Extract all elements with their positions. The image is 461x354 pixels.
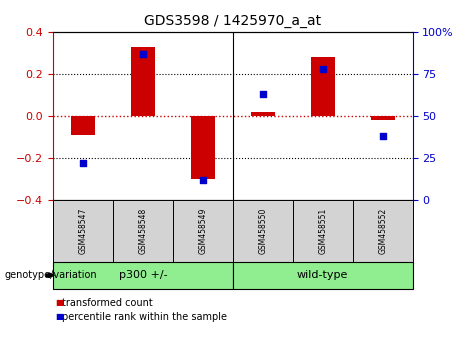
- Point: [379, 133, 386, 139]
- Text: GSM458549: GSM458549: [198, 208, 207, 254]
- Point: [259, 91, 266, 97]
- Text: GSM458552: GSM458552: [378, 208, 387, 254]
- Point: [79, 160, 87, 166]
- Bar: [71, 116, 95, 135]
- Text: ■: ■: [55, 298, 63, 307]
- Text: ■: ■: [55, 312, 63, 321]
- Point: [199, 177, 207, 183]
- Text: GSM458550: GSM458550: [258, 208, 267, 254]
- Text: transformed count: transformed count: [62, 298, 153, 308]
- Text: genotype/variation: genotype/variation: [5, 270, 97, 280]
- Bar: [191, 116, 215, 179]
- Title: GDS3598 / 1425970_a_at: GDS3598 / 1425970_a_at: [144, 14, 321, 28]
- Point: [139, 51, 147, 57]
- Bar: [131, 47, 155, 116]
- Text: p300 +/-: p300 +/-: [118, 270, 167, 280]
- Text: GSM458547: GSM458547: [78, 208, 88, 254]
- Text: percentile rank within the sample: percentile rank within the sample: [62, 312, 227, 322]
- Text: wild-type: wild-type: [297, 270, 349, 280]
- Bar: [311, 57, 335, 116]
- Text: GSM458548: GSM458548: [138, 208, 148, 254]
- Text: GSM458551: GSM458551: [318, 208, 327, 254]
- Point: [319, 66, 326, 72]
- Bar: [371, 116, 395, 120]
- Bar: [251, 112, 275, 116]
